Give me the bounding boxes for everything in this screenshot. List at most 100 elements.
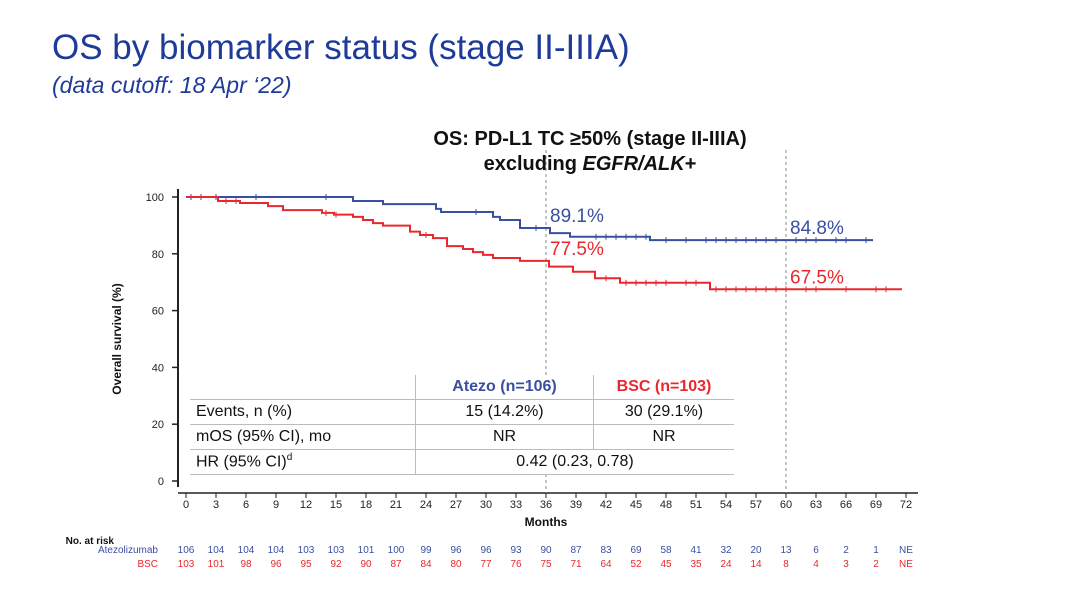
x-tick-label: 9: [273, 499, 279, 511]
at-risk-value: 75: [540, 559, 552, 570]
landmark-label: 84.8%: [790, 218, 844, 239]
at-risk-value: 96: [450, 545, 462, 556]
at-risk-value: 99: [420, 545, 432, 556]
summary-header-blank: [190, 375, 416, 400]
at-risk-value: 52: [630, 559, 642, 570]
summary-header-row: Atezo (n=106) BSC (n=103): [190, 375, 734, 400]
x-tick-label: 6: [243, 499, 249, 511]
at-risk-value: 77: [480, 559, 492, 570]
at-risk-value: NE: [899, 545, 913, 556]
hr-footnote: d: [286, 452, 293, 464]
at-risk-value: 58: [660, 545, 672, 556]
x-tick-label: 21: [390, 499, 402, 511]
at-risk-value: 20: [750, 545, 762, 556]
at-risk-value: 101: [208, 559, 225, 570]
chart-title-line1: OS: PD-L1 TC ≥50% (stage II-IIIA): [433, 128, 747, 150]
at-risk-value: 8: [783, 559, 789, 570]
at-risk-value: 64: [600, 559, 612, 570]
at-risk-value: NE: [899, 559, 913, 570]
at-risk-value: 90: [360, 559, 372, 570]
x-tick-label: 51: [690, 499, 702, 511]
x-tick-label: 15: [330, 499, 342, 511]
hr-value: 0.42 (0.23, 0.78): [415, 449, 734, 475]
hr-label: HR (95% CI): [196, 453, 287, 471]
at-risk-value: 1: [873, 545, 879, 556]
y-tick-label: 0: [158, 476, 164, 488]
at-risk-value: 103: [178, 559, 195, 570]
at-risk-value: 104: [208, 545, 225, 556]
at-risk-value: 103: [298, 545, 315, 556]
at-risk-value: 90: [540, 545, 552, 556]
at-risk-value: 92: [330, 559, 342, 570]
at-risk-value: 103: [328, 545, 345, 556]
row-label: mOS (95% CI), mo: [190, 424, 416, 450]
at-risk-value: 87: [390, 559, 402, 570]
at-risk-value: 83: [600, 545, 612, 556]
x-tick-label: 27: [450, 499, 462, 511]
at-risk-value: 13: [780, 545, 792, 556]
x-tick-label: 54: [720, 499, 732, 511]
at-risk-value: 32: [720, 545, 732, 556]
y-tick-label: 60: [152, 306, 164, 318]
summary-row-events: Events, n (%) 15 (14.2%) 30 (29.1%): [190, 399, 734, 425]
at-risk-value: 76: [510, 559, 522, 570]
row-label: HR (95% CI)d: [190, 449, 416, 475]
at-risk-value: 69: [630, 545, 642, 556]
at-risk-title: No. at risk: [66, 536, 115, 547]
x-tick-label: 33: [510, 499, 522, 511]
atezo-value: 15 (14.2%): [415, 399, 594, 425]
at-risk-value: 84: [420, 559, 432, 570]
at-risk-value: 6: [813, 545, 819, 556]
summary-row-mos: mOS (95% CI), mo NR NR: [190, 424, 734, 450]
bsc-value: NR: [593, 424, 734, 450]
at-risk-value: 96: [480, 545, 492, 556]
x-tick-label: 66: [840, 499, 852, 511]
x-tick-label: 12: [300, 499, 312, 511]
x-tick-label: 48: [660, 499, 672, 511]
chart-title-prefix: excluding: [483, 153, 583, 175]
x-tick-label: 42: [600, 499, 612, 511]
x-tick-label: 72: [900, 499, 912, 511]
at-risk-value: 41: [690, 545, 702, 556]
summary-header-atezo: Atezo (n=106): [415, 375, 594, 400]
x-tick-label: 63: [810, 499, 822, 511]
at-risk-value: 3: [843, 559, 849, 570]
km-curve-atezolizumab: [186, 196, 873, 242]
y-tick-label: 20: [152, 419, 164, 431]
y-axis-label: Overall survival (%): [110, 283, 124, 394]
bsc-value: 30 (29.1%): [593, 399, 734, 425]
x-tick-label: 36: [540, 499, 552, 511]
at-risk-value: 106: [178, 545, 195, 556]
summary-row-hr: HR (95% CI)d 0.42 (0.23, 0.78): [190, 449, 734, 475]
at-risk-value: 24: [720, 559, 732, 570]
at-risk-value: 101: [358, 545, 375, 556]
x-tick-label: 30: [480, 499, 492, 511]
at-risk-value: 45: [660, 559, 672, 570]
at-risk-value: 4: [813, 559, 819, 570]
y-tick-label: 80: [152, 249, 164, 261]
at-risk-value: 104: [238, 545, 255, 556]
at-risk-value: 93: [510, 545, 522, 556]
row-label: Events, n (%): [190, 399, 416, 425]
x-tick-label: 45: [630, 499, 642, 511]
chart-title-suffix: +: [684, 153, 697, 175]
x-tick-label: 69: [870, 499, 882, 511]
at-risk-value: 2: [843, 545, 849, 556]
slide-subtitle: (data cutoff: 18 Apr ‘22): [52, 72, 292, 98]
x-tick-label: 57: [750, 499, 762, 511]
y-tick-label: 40: [152, 362, 164, 374]
chart-title-line2: excluding EGFR/ALK+: [300, 153, 880, 176]
at-risk-value: 71: [570, 559, 582, 570]
x-tick-label: 0: [183, 499, 189, 511]
x-tick-label: 60: [780, 499, 792, 511]
at-risk-value: 2: [873, 559, 879, 570]
x-tick-label: 18: [360, 499, 372, 511]
slide-title: OS by biomarker status (stage II-IIIA): [52, 28, 630, 67]
x-axis-label: Months: [525, 515, 568, 529]
at-risk-value: 96: [270, 559, 282, 570]
atezo-value: NR: [415, 424, 594, 450]
summary-table: Atezo (n=106) BSC (n=103) Events, n (%) …: [190, 375, 734, 475]
at-risk-label: Atezolizumab: [98, 545, 158, 556]
